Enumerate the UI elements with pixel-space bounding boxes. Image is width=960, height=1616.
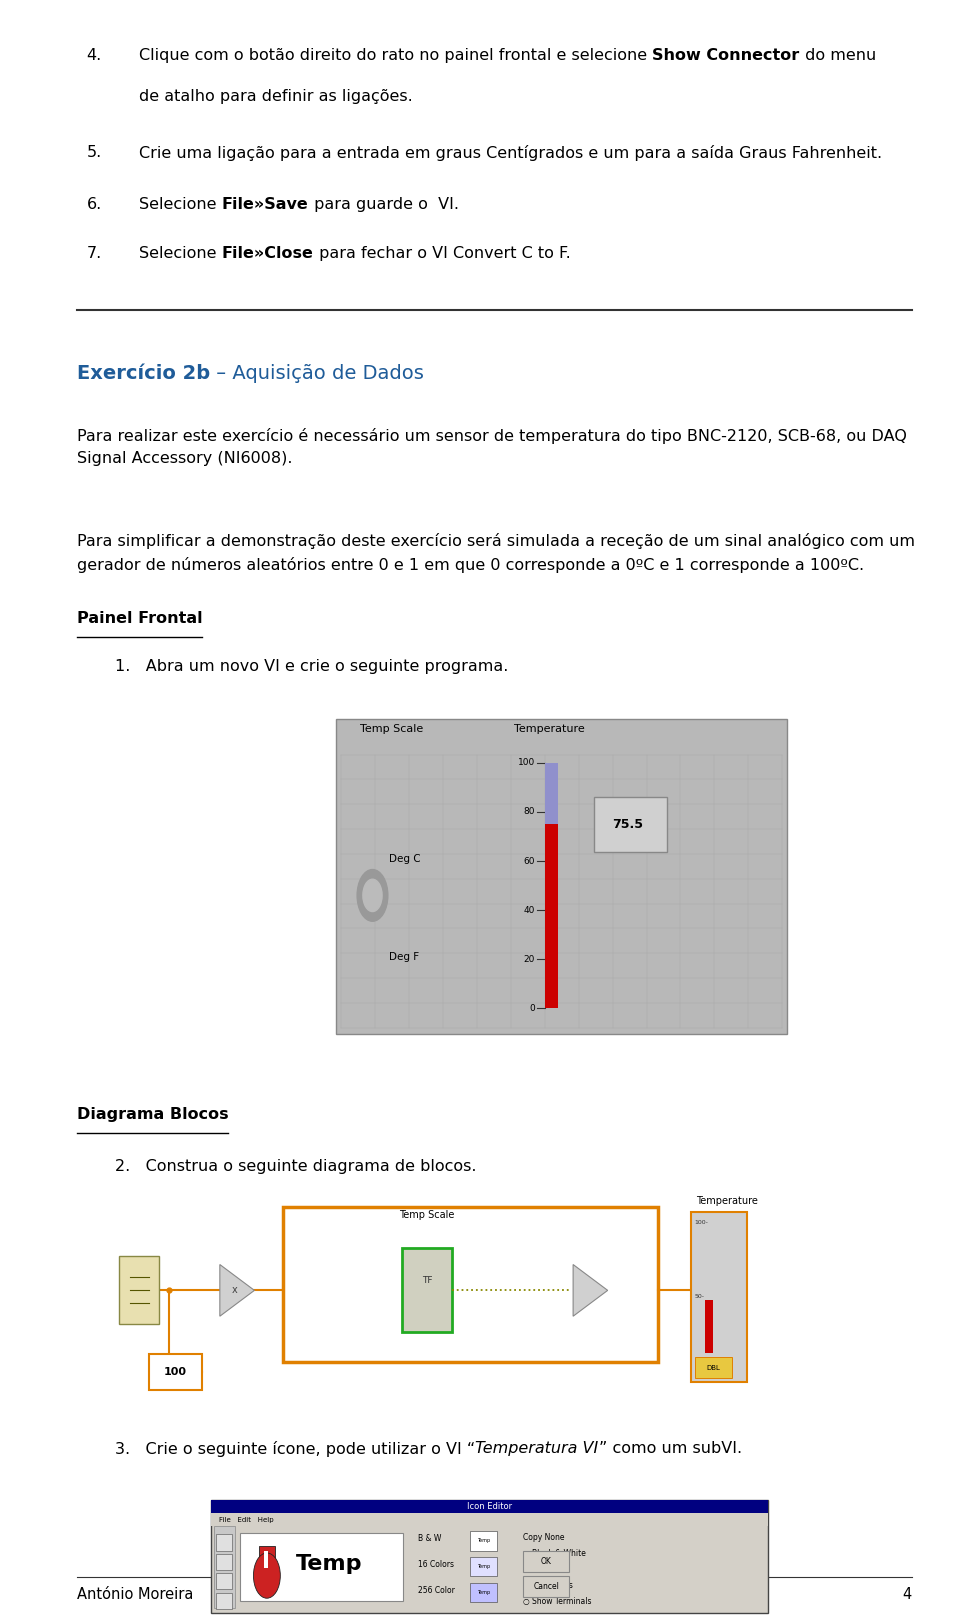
Text: Temperature: Temperature <box>514 724 585 734</box>
Text: 2.   Construa o seguinte diagrama de blocos.: 2. Construa o seguinte diagrama de bloco… <box>115 1159 477 1173</box>
Bar <box>211 1500 768 1613</box>
Circle shape <box>363 879 382 911</box>
Bar <box>96 1199 864 1398</box>
Text: Crie uma ligação para a entrada em graus Centígrados e um para a saída Graus Fah: Crie uma ligação para a entrada em graus… <box>139 145 882 162</box>
Text: Exercício 2b: Exercício 2b <box>77 364 210 383</box>
Text: 100-: 100- <box>694 1220 708 1225</box>
Text: 100: 100 <box>517 758 535 768</box>
Bar <box>523 1576 569 1597</box>
Text: 7.: 7. <box>86 246 102 260</box>
Text: Selecione: Selecione <box>139 246 222 260</box>
Text: Selecione: Selecione <box>139 197 222 212</box>
Bar <box>470 1558 497 1577</box>
Text: de atalho para definir as ligações.: de atalho para definir as ligações. <box>139 89 413 103</box>
Bar <box>119 1257 159 1325</box>
Text: Icon Editor: Icon Editor <box>467 1501 513 1511</box>
Text: – Aquisição de Dados: – Aquisição de Dados <box>210 364 423 383</box>
Text: 16 Colors: 16 Colors <box>418 1561 454 1569</box>
Bar <box>470 1584 497 1603</box>
Bar <box>259 1545 275 1592</box>
Text: 6.: 6. <box>86 197 102 212</box>
Text: Temperatura VI: Temperatura VI <box>475 1441 599 1456</box>
Text: Deg C: Deg C <box>389 853 420 863</box>
Text: ” como um subVI.: ” como um subVI. <box>599 1441 742 1456</box>
Text: 80: 80 <box>523 808 535 816</box>
Polygon shape <box>573 1264 608 1315</box>
Circle shape <box>357 869 388 921</box>
Text: File   Edit   Help: File Edit Help <box>219 1517 274 1522</box>
Text: Para simplificar a demonstração deste exercício será simulada a receção de um si: Para simplificar a demonstração deste ex… <box>77 533 915 574</box>
Text: B & W: B & W <box>418 1535 441 1543</box>
Bar <box>211 1513 768 1526</box>
Bar <box>149 1354 202 1390</box>
Text: Diagrama Blocos: Diagrama Blocos <box>77 1107 228 1122</box>
Text: Para realizar este exercício é necessário um sensor de temperatura do tipo BNC-2: Para realizar este exercício é necessári… <box>77 428 906 467</box>
Text: do menu: do menu <box>800 48 876 63</box>
Text: 100: 100 <box>164 1367 186 1377</box>
Bar <box>470 1532 497 1551</box>
Text: Temp: Temp <box>296 1555 362 1574</box>
Text: 60: 60 <box>523 856 535 866</box>
Text: ○ 16 Colors: ○ 16 Colors <box>523 1564 568 1574</box>
Text: Temp: Temp <box>477 1564 491 1569</box>
Bar <box>523 1551 569 1572</box>
Text: Temp Scale: Temp Scale <box>399 1210 455 1220</box>
Text: Copy None: Copy None <box>523 1532 564 1542</box>
Text: ○ Black & White: ○ Black & White <box>523 1548 586 1558</box>
Text: ○ 256 Colors: ○ 256 Colors <box>523 1580 573 1590</box>
Text: 50-: 50- <box>694 1294 704 1299</box>
Polygon shape <box>220 1264 254 1315</box>
Text: 40: 40 <box>523 905 535 915</box>
Bar <box>216 1535 232 1551</box>
Text: Cancel: Cancel <box>534 1582 559 1590</box>
Text: x: x <box>231 1285 237 1296</box>
Text: 256 Color: 256 Color <box>418 1587 454 1595</box>
Text: ○ Show Terminals: ○ Show Terminals <box>523 1597 591 1606</box>
Text: para fechar o VI Convert C to F.: para fechar o VI Convert C to F. <box>314 246 570 260</box>
Text: 20: 20 <box>523 955 535 963</box>
Text: Show Connector: Show Connector <box>653 48 800 63</box>
Text: Deg F: Deg F <box>389 952 419 962</box>
Bar <box>240 1532 403 1601</box>
Bar <box>216 1555 232 1571</box>
Bar <box>216 1574 232 1590</box>
Text: 0: 0 <box>529 1004 535 1013</box>
Text: Clique com o botão direito do rato no painel frontal e selecione: Clique com o botão direito do rato no pa… <box>139 48 653 63</box>
Bar <box>214 1526 235 1608</box>
Text: Temperature: Temperature <box>696 1196 757 1206</box>
Text: 4: 4 <box>902 1587 912 1601</box>
Text: Temp: Temp <box>477 1590 491 1595</box>
Text: DBL: DBL <box>707 1366 720 1370</box>
FancyBboxPatch shape <box>594 797 667 852</box>
Circle shape <box>253 1553 280 1598</box>
Text: Temp: Temp <box>477 1538 491 1543</box>
Text: 1.   Abra um novo VI e crie o seguinte programa.: 1. Abra um novo VI e crie o seguinte pro… <box>115 659 509 674</box>
Text: 75.5: 75.5 <box>612 818 643 831</box>
Bar <box>402 1248 452 1332</box>
Bar <box>283 1207 658 1362</box>
Text: File»Save: File»Save <box>222 197 308 212</box>
Bar <box>545 763 558 824</box>
Text: Painel Frontal: Painel Frontal <box>77 611 203 625</box>
Text: 3.   Crie o seguinte ícone, pode utilizar o VI “: 3. Crie o seguinte ícone, pode utilizar … <box>115 1441 475 1458</box>
Bar <box>691 1212 747 1382</box>
Bar <box>264 1551 268 1568</box>
Text: TF: TF <box>422 1277 432 1285</box>
Text: 5.: 5. <box>86 145 102 160</box>
Bar <box>545 824 558 1008</box>
Bar <box>336 719 787 1034</box>
Bar <box>705 1299 713 1353</box>
Bar <box>695 1357 732 1378</box>
Text: File»Close: File»Close <box>222 246 314 260</box>
Bar <box>216 1593 232 1610</box>
Text: OK: OK <box>540 1558 552 1566</box>
Text: para guarde o  VI.: para guarde o VI. <box>308 197 459 212</box>
Bar <box>211 1500 768 1513</box>
Text: 4.: 4. <box>86 48 102 63</box>
Text: António Moreira: António Moreira <box>77 1587 193 1601</box>
Text: Temp Scale: Temp Scale <box>360 724 423 734</box>
